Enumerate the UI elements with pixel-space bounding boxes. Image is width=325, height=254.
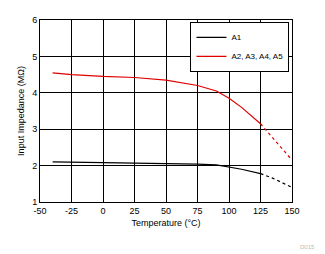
svg-text:A2, A3, A4, A5: A2, A3, A4, A5 (231, 52, 283, 61)
svg-text:2: 2 (32, 161, 37, 171)
svg-text:5: 5 (32, 52, 37, 62)
svg-text:Temperature (°C): Temperature (°C) (131, 218, 200, 228)
svg-text:Input Impedance (MΩ): Input Impedance (MΩ) (16, 66, 26, 156)
svg-text:25: 25 (129, 206, 139, 216)
svg-text:150: 150 (284, 206, 299, 216)
svg-text:3: 3 (32, 124, 37, 134)
svg-text:100: 100 (221, 206, 236, 216)
svg-text:125: 125 (253, 206, 268, 216)
svg-text:-50: -50 (33, 206, 46, 216)
svg-text:75: 75 (192, 206, 202, 216)
svg-text:D015: D015 (300, 244, 315, 250)
svg-text:A1: A1 (231, 33, 241, 42)
svg-text:50: 50 (161, 206, 171, 216)
svg-text:0: 0 (100, 206, 105, 216)
svg-text:1: 1 (32, 197, 37, 207)
svg-text:4: 4 (32, 88, 37, 98)
svg-text:-25: -25 (65, 206, 78, 216)
svg-text:6: 6 (32, 15, 37, 25)
